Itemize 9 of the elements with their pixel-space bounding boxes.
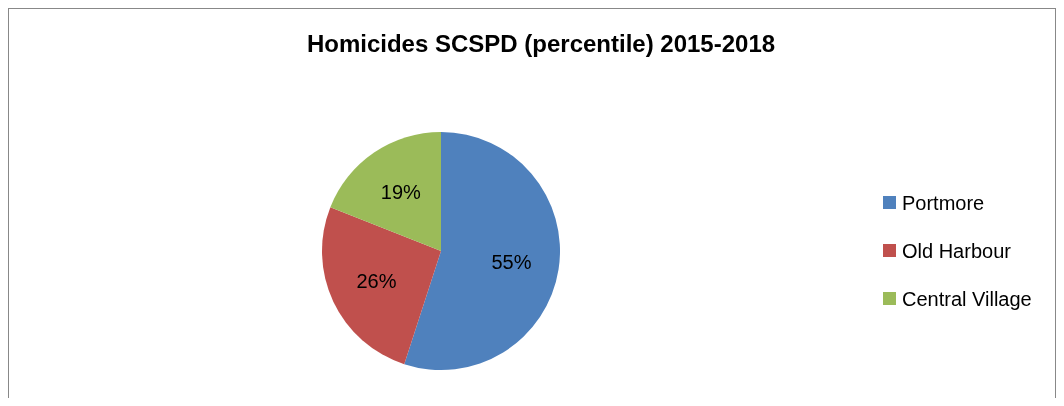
pie-slice — [322, 207, 441, 365]
legend-label: Central Village — [902, 288, 1032, 310]
data-label: 26% — [356, 270, 397, 293]
data-label: 19% — [380, 180, 422, 203]
pie-slice — [330, 132, 441, 251]
legend-label: Old Harbour — [902, 240, 1012, 262]
legend-label: Portmore — [902, 192, 985, 214]
chart-title: Homicides SCSPD (percentile) 2015-2018 — [306, 30, 776, 57]
data-label: 55% — [491, 251, 532, 274]
